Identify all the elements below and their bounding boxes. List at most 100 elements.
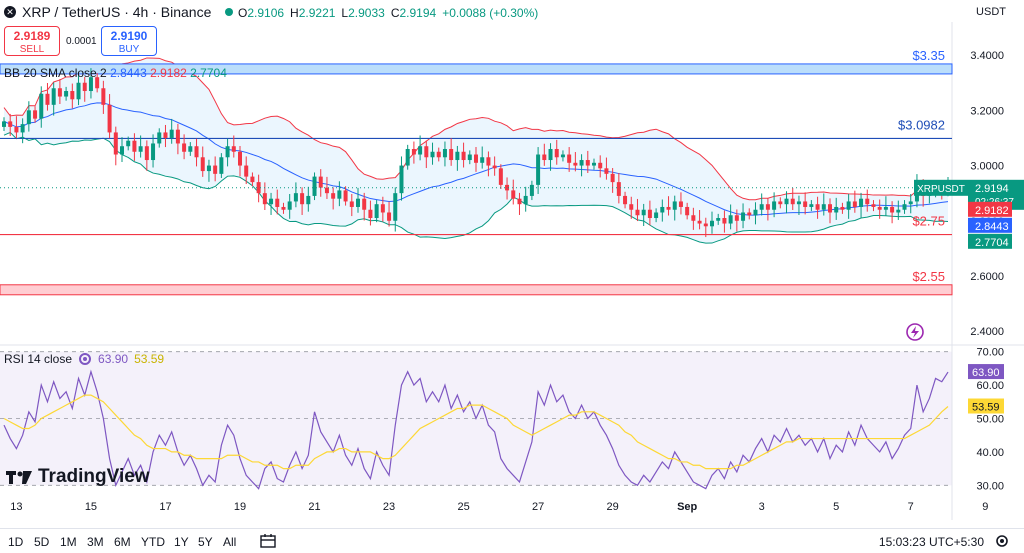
time-tick-label: 27 [532,501,544,513]
candle-body [349,201,354,207]
candle-body [678,201,683,207]
timeframe-ytd[interactable]: YTD [141,535,165,549]
candle-body [722,218,727,224]
timeframe-5d[interactable]: 5D [34,535,50,549]
rsi-settings-icon[interactable] [78,352,92,366]
candle-body [157,132,162,144]
time-tick-label: 9 [982,501,988,513]
low-value: 2.9033 [348,6,385,20]
time-tick-label: 17 [159,501,171,513]
timeframe-1m[interactable]: 1M [60,535,77,549]
timeframe-1y[interactable]: 1Y [174,535,189,549]
rsi-value-tag: 63.90 [972,367,1000,379]
rsi-legend[interactable]: RSI 14 close 63.90 53.59 [4,352,164,366]
candle-body [169,129,174,138]
candle-body [256,182,261,194]
candle-body [33,110,38,119]
tradingview-logo-icon [6,471,32,484]
candle-body [635,209,640,216]
replay-icon-ring [906,323,924,341]
timeframe-3m[interactable]: 3M [87,535,104,549]
timeframe-6m[interactable]: 6M [114,535,131,549]
candle-body [393,193,398,221]
market-open-icon [225,8,234,16]
candle-body [629,204,634,210]
bb-legend[interactable]: BB 20 SMA close 2 2.8443 2.9182 2.7704 [4,66,227,80]
time-tick-label: 23 [383,501,395,513]
time-tick-label: 21 [308,501,320,513]
candle-body [206,165,211,172]
candle-body [107,104,112,133]
time-tick-label: 7 [908,501,914,513]
candle-body [380,204,385,213]
candle-body [455,151,460,161]
date-range-icon[interactable] [260,533,278,549]
candle-body [39,93,44,119]
candle-body [567,154,572,163]
candle-body [70,91,75,100]
tradingview-logo[interactable]: TradingView [6,466,150,488]
candle-body [8,121,13,127]
candle-body [492,165,497,169]
candle-body [734,215,739,221]
time-tick-label: 25 [457,501,469,513]
timeframe-all[interactable]: All [223,535,237,549]
ohlc-readout: O2.9106 H2.9221 L2.9033 C2.9194 +0.0088 … [238,6,538,20]
clock-readout[interactable]: 15:03:23 UTC+5:30 [878,535,984,549]
candle-body [592,162,596,166]
price-tick-label: 3.4000 [970,50,1004,62]
candle-body [182,143,187,152]
candle-body [852,201,857,207]
candle-body [815,204,820,210]
candle-body [660,206,665,213]
candle-body [324,187,329,194]
candle-body [281,206,286,210]
candle-body [716,218,721,221]
candle-body [697,220,702,224]
candle-body [623,195,628,205]
price-line-label-0: $3.35 [912,48,945,63]
rsi-ma-value: 53.59 [134,352,165,366]
timeframe-5y[interactable]: 5Y [198,535,213,549]
candle-body [331,193,336,199]
candle-body [194,146,199,158]
candle-body [368,209,373,219]
candle-body [865,198,870,205]
sell-button[interactable]: 2.9189 SELL [4,26,60,56]
price-tick-label: 2.4000 [970,326,1004,338]
candle-body [759,204,764,210]
candle-body [405,148,410,166]
timeframe-1d[interactable]: 1D [8,535,24,549]
candle-body [306,195,311,205]
candle-body [312,176,317,196]
candle-body [399,165,404,194]
candle-body [45,93,50,105]
candle-body [138,146,143,152]
candle-body [343,190,348,202]
candle-body [796,201,801,205]
candle-body [710,220,714,227]
open-value: 2.9106 [247,6,285,20]
settings-gear-icon[interactable] [994,533,1010,549]
buy-button[interactable]: 2.9190 BUY [101,26,157,56]
candle-body [548,148,553,161]
symbol-header[interactable]: ✕ XRP / TetherUS · 4h · Binance [4,4,234,20]
candle-body [834,206,839,213]
symbol-tag-label: XRPUSDT [917,184,965,195]
open-key: O [238,6,248,20]
bb-upper-line [3,57,949,201]
spread-value: 0.0001 [66,36,97,47]
candle-body [790,198,795,205]
change-value: +0.0088 (+0.30%) [442,6,539,20]
axis-value-tag: 2.8443 [975,221,1009,233]
candle-body [442,148,447,158]
symbol-tag-bg [914,179,968,196]
candle-body [654,212,659,219]
currency-selector[interactable]: USDT [976,6,1006,18]
time-tick-label: 5 [833,501,839,513]
rsi-line [3,369,949,490]
buy-label: BUY [118,44,140,55]
candle-body [262,193,267,205]
rsi-value: 63.90 [98,352,129,366]
